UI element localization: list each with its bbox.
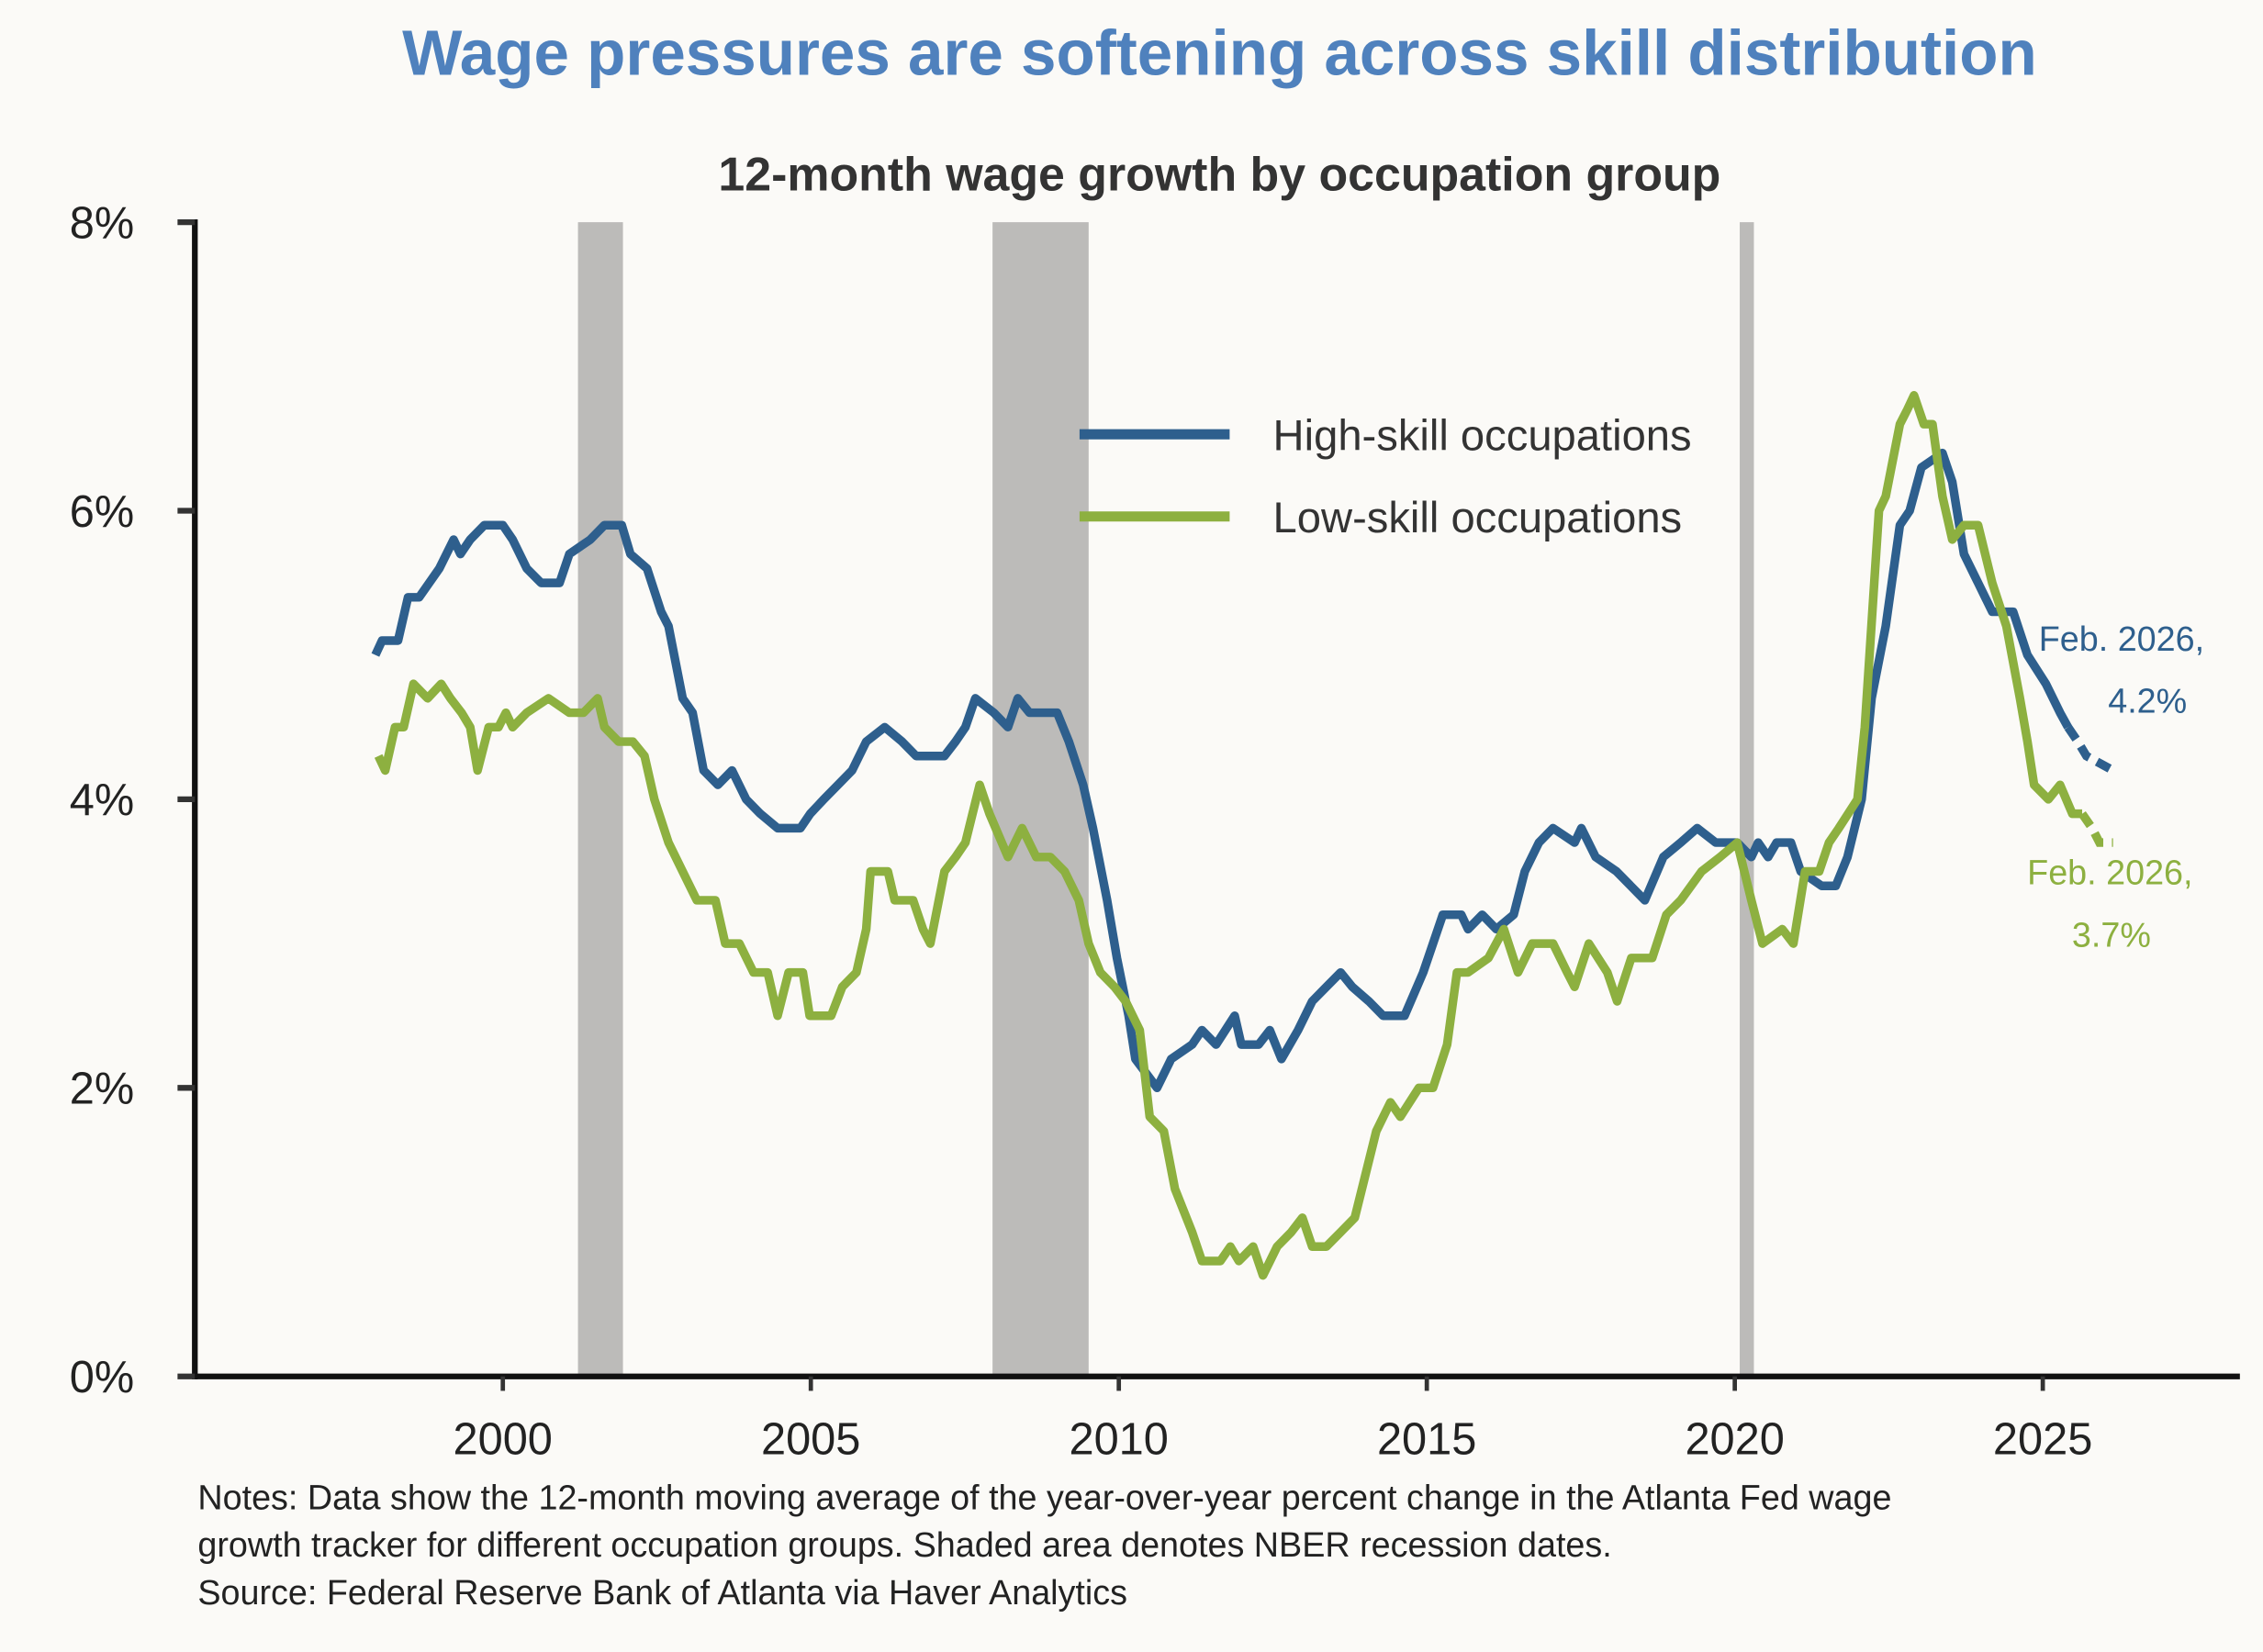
y-tick-label: 0% <box>70 1353 134 1402</box>
x-tick-label: 2005 <box>761 1415 860 1465</box>
x-tick-label: 2015 <box>1377 1415 1476 1465</box>
recession-band <box>577 222 623 1377</box>
recession-band <box>992 222 1089 1377</box>
recession-shading <box>577 222 1754 1377</box>
annotation-low-skill: Feb. 2026, 3.7% <box>2027 854 2192 954</box>
series-lines <box>371 391 2115 1280</box>
chart-subtitle: 12-month wage growth by occupation group <box>718 148 1720 201</box>
y-tick-label: 6% <box>70 487 134 537</box>
y-tick-label: 8% <box>70 198 134 248</box>
x-tick-label: 2010 <box>1069 1415 1168 1465</box>
y-tick-label: 2% <box>70 1065 134 1114</box>
annotation-high-skill: Feb. 2026, 4.2% <box>2039 620 2204 720</box>
notes-line-1: Notes: Data show the 12-month moving ave… <box>197 1478 1891 1516</box>
legend: High-skill occupations Low-skill occupat… <box>1079 410 1692 541</box>
x-tick-label: 2020 <box>1685 1415 1784 1465</box>
legend-label-low-skill: Low-skill occupations <box>1273 493 1683 541</box>
recession-band <box>1740 222 1754 1377</box>
series-projection-low-skill <box>2078 810 2113 847</box>
legend-label-high-skill: High-skill occupations <box>1273 410 1692 459</box>
y-tick-label: 4% <box>70 776 134 825</box>
annotation-low-skill-date: Feb. 2026, <box>2027 854 2192 892</box>
x-tick-label: 2025 <box>1993 1415 2092 1465</box>
axes: 0% 2% 4% 6% 8% 2000 2005 2010 2015 2020 2025 <box>70 198 2240 1465</box>
annotation-high-skill-value: 4.2% <box>2108 682 2187 720</box>
annotation-high-skill-date: Feb. 2026, <box>2039 620 2204 658</box>
source-note: Source: Federal Reserve Bank of Atlanta … <box>197 1573 1127 1612</box>
series-line-low-skill <box>374 391 2083 1280</box>
notes-line-2: growth tracker for different occupation … <box>197 1525 1611 1564</box>
x-tick-label: 2000 <box>454 1415 553 1465</box>
chart-title: Wage pressures are softening across skil… <box>402 17 2037 89</box>
series-line-high-skill <box>371 448 2072 1093</box>
annotation-low-skill-value: 3.7% <box>2072 915 2151 954</box>
series-projection-high-skill <box>2064 724 2115 775</box>
